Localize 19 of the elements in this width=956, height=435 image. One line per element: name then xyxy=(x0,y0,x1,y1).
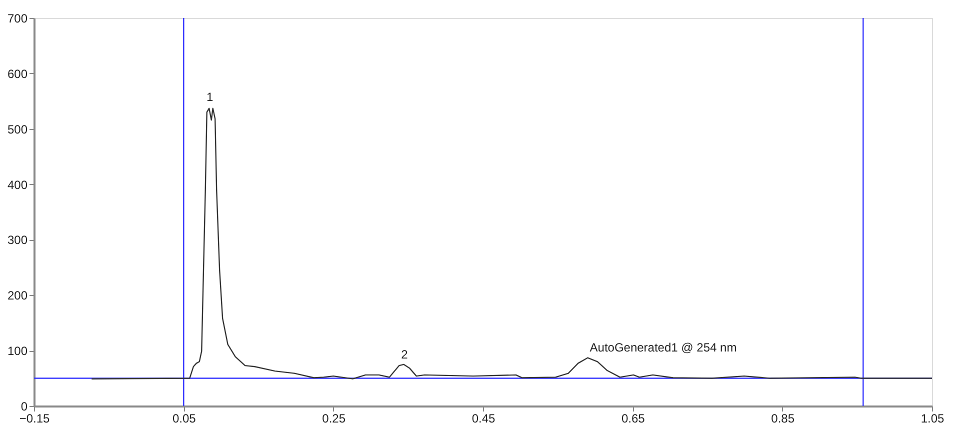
y-tick-label: 0 xyxy=(20,400,28,414)
y-tick-label: 500 xyxy=(7,122,28,136)
annotation: 2 xyxy=(401,348,408,362)
x-tick-label: 0.85 xyxy=(771,412,795,426)
y-tick-label: 200 xyxy=(7,288,28,303)
y-tick-label: 700 xyxy=(7,12,28,26)
x-tick-label: 0.25 xyxy=(322,412,346,426)
y-tick-label: 400 xyxy=(7,178,28,192)
annotation: AutoGenerated1 @ 254 nm xyxy=(590,340,737,354)
line-series xyxy=(91,108,933,380)
x-tick-label: 0.65 xyxy=(621,412,646,426)
y-tick-label: 600 xyxy=(7,66,28,81)
x-tick-label: −0.15 xyxy=(19,412,50,426)
x-tick-label: 0.45 xyxy=(472,412,496,426)
y-tick-label: 300 xyxy=(7,233,28,248)
x-tick-label: 1.05 xyxy=(920,412,944,426)
y-tick-label: 100 xyxy=(7,344,28,358)
x-tick-label: 0.05 xyxy=(172,412,196,426)
annotation: 1 xyxy=(206,90,214,104)
